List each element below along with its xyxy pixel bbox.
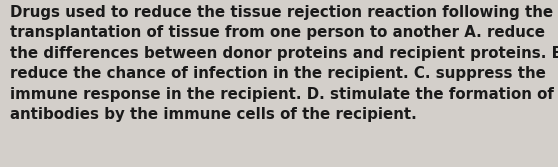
Text: Drugs used to reduce the tissue rejection reaction following the
transplantation: Drugs used to reduce the tissue rejectio… xyxy=(10,5,558,122)
